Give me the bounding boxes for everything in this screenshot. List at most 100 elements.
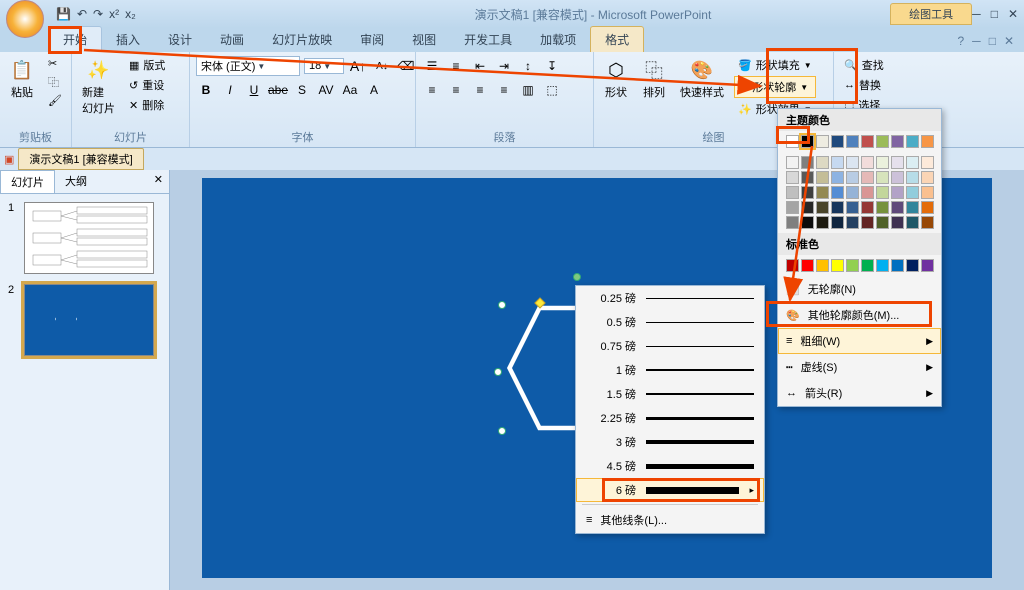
color-swatch[interactable] xyxy=(921,201,934,214)
color-swatch[interactable] xyxy=(876,135,889,148)
tab-design[interactable]: 设计 xyxy=(154,27,206,52)
layout-button[interactable]: ▦版式 xyxy=(125,56,169,74)
color-swatch[interactable] xyxy=(786,186,799,199)
weight-option-2[interactable]: 0.75 磅 xyxy=(576,334,764,358)
weight-option-5[interactable]: 2.25 磅 xyxy=(576,406,764,430)
color-swatch[interactable] xyxy=(801,216,814,229)
color-swatch[interactable] xyxy=(846,186,859,199)
color-swatch[interactable] xyxy=(831,186,844,199)
color-swatch[interactable] xyxy=(786,156,799,169)
reset-button[interactable]: ↺重设 xyxy=(125,76,169,94)
font-format-button-7[interactable]: A xyxy=(364,80,384,100)
minimize-button[interactable]: ─ xyxy=(972,7,981,21)
color-swatch[interactable] xyxy=(921,259,934,272)
paste-button[interactable]: 📋 粘贴 xyxy=(6,56,38,102)
color-swatch[interactable] xyxy=(801,156,814,169)
color-swatch[interactable] xyxy=(876,259,889,272)
color-swatch[interactable] xyxy=(786,201,799,214)
rotate-handle[interactable] xyxy=(573,273,581,281)
font-format-button-0[interactable]: B xyxy=(196,80,216,100)
qat-superscript-icon[interactable]: x² xyxy=(109,7,119,21)
color-swatch[interactable] xyxy=(891,135,904,148)
color-swatch[interactable] xyxy=(801,171,814,184)
font-size-combo[interactable]: 18▼ xyxy=(304,58,344,74)
color-swatch[interactable] xyxy=(816,186,829,199)
weight-option-8[interactable]: 6 磅▸ xyxy=(576,478,764,502)
convert-smartart-button[interactable]: ⬚ xyxy=(542,80,562,100)
color-swatch[interactable] xyxy=(906,156,919,169)
color-swatch[interactable] xyxy=(906,135,919,148)
quick-styles-button[interactable]: 🎨快速样式 xyxy=(676,56,728,102)
tab-view[interactable]: 视图 xyxy=(398,27,450,52)
text-direction-button[interactable]: ↧ xyxy=(542,56,562,76)
color-swatch[interactable] xyxy=(906,186,919,199)
more-lines-item[interactable]: ≡其他线条(L)... xyxy=(576,507,764,533)
qat-undo-icon[interactable]: ↶ xyxy=(77,7,87,21)
color-swatch[interactable] xyxy=(921,156,934,169)
align-center-button[interactable]: ≡ xyxy=(446,80,466,100)
font-format-button-1[interactable]: I xyxy=(220,80,240,100)
color-swatch[interactable] xyxy=(846,216,859,229)
color-swatch[interactable] xyxy=(846,135,859,148)
shape-outline-button[interactable]: ✎形状轮廓▼ xyxy=(734,76,816,98)
color-swatch[interactable] xyxy=(861,171,874,184)
resize-handle-sw[interactable] xyxy=(498,427,506,435)
document-tab[interactable]: 演示文稿1 [兼容模式] xyxy=(18,148,143,170)
resize-handle-w[interactable] xyxy=(494,368,502,376)
color-swatch[interactable] xyxy=(921,171,934,184)
color-swatch[interactable] xyxy=(891,201,904,214)
tab-home[interactable]: 开始 xyxy=(48,26,102,52)
color-swatch[interactable] xyxy=(861,135,874,148)
color-swatch[interactable] xyxy=(891,216,904,229)
no-outline-item[interactable]: ⬜无轮廓(N) xyxy=(778,276,941,302)
clear-format-button[interactable]: ⌫ xyxy=(396,56,416,76)
color-swatch[interactable] xyxy=(816,135,829,148)
qat-subscript-icon[interactable]: x₂ xyxy=(125,7,136,21)
color-swatch[interactable] xyxy=(786,171,799,184)
cut-button[interactable]: ✂ xyxy=(44,56,66,71)
weight-option-7[interactable]: 4.5 磅 xyxy=(576,454,764,478)
weight-option-6[interactable]: 3 磅 xyxy=(576,430,764,454)
color-swatch[interactable] xyxy=(801,135,814,148)
color-swatch[interactable] xyxy=(876,156,889,169)
color-swatch[interactable] xyxy=(906,171,919,184)
grow-font-button[interactable]: A↑ xyxy=(348,56,368,76)
color-swatch[interactable] xyxy=(891,156,904,169)
color-swatch[interactable] xyxy=(861,216,874,229)
columns-button[interactable]: ▥ xyxy=(518,80,538,100)
font-format-button-3[interactable]: abe xyxy=(268,80,288,100)
color-swatch[interactable] xyxy=(921,135,934,148)
close-button[interactable]: ✕ xyxy=(1008,7,1018,21)
tab-insert[interactable]: 插入 xyxy=(102,27,154,52)
color-swatch[interactable] xyxy=(846,156,859,169)
color-swatch[interactable] xyxy=(861,259,874,272)
color-swatch[interactable] xyxy=(861,201,874,214)
color-swatch[interactable] xyxy=(906,259,919,272)
font-format-button-4[interactable]: S xyxy=(292,80,312,100)
align-left-button[interactable]: ≡ xyxy=(422,80,442,100)
color-swatch[interactable] xyxy=(891,259,904,272)
color-swatch[interactable] xyxy=(846,259,859,272)
color-swatch[interactable] xyxy=(891,186,904,199)
weight-option-0[interactable]: 0.25 磅 xyxy=(576,286,764,310)
color-swatch[interactable] xyxy=(831,201,844,214)
color-swatch[interactable] xyxy=(906,216,919,229)
tab-slideshow[interactable]: 幻灯片放映 xyxy=(258,27,346,52)
font-format-button-2[interactable]: U xyxy=(244,80,264,100)
new-slide-button[interactable]: ✨ 新建 幻灯片 xyxy=(78,56,119,118)
copy-button[interactable]: ⿻ xyxy=(44,73,66,91)
color-swatch[interactable] xyxy=(831,171,844,184)
color-swatch[interactable] xyxy=(846,201,859,214)
color-swatch[interactable] xyxy=(906,201,919,214)
find-button[interactable]: 🔍查找 xyxy=(840,56,888,74)
tab-developer[interactable]: 开发工具 xyxy=(450,27,526,52)
weight-option-1[interactable]: 0.5 磅 xyxy=(576,310,764,334)
color-swatch[interactable] xyxy=(861,156,874,169)
side-tab-outline[interactable]: 大纲 xyxy=(55,170,97,193)
color-swatch[interactable] xyxy=(801,259,814,272)
tab-review[interactable]: 审阅 xyxy=(346,27,398,52)
font-format-button-6[interactable]: Aa xyxy=(340,80,360,100)
color-swatch[interactable] xyxy=(876,216,889,229)
help-icon[interactable]: ? xyxy=(957,34,964,48)
maximize-button[interactable]: □ xyxy=(991,7,998,21)
